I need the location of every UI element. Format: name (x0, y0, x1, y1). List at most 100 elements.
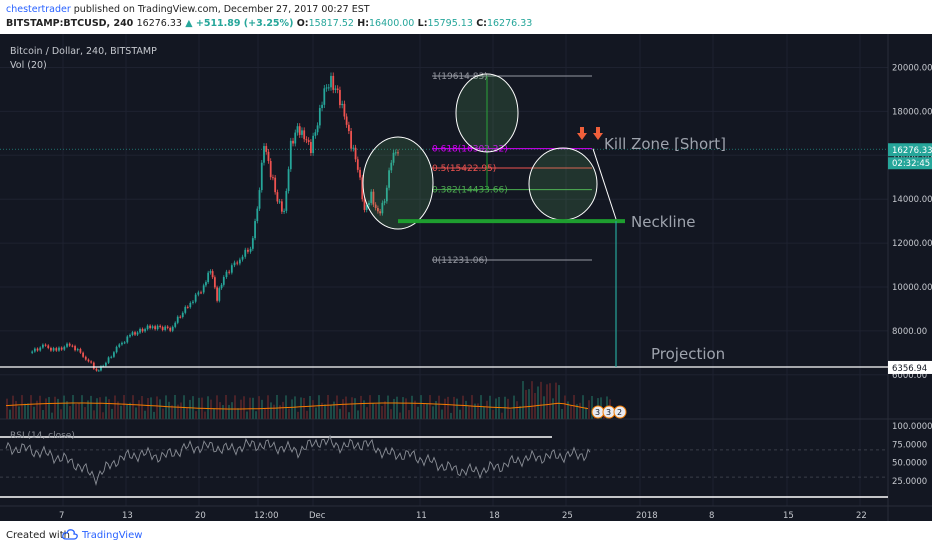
candle-body (363, 199, 366, 210)
volume-bar (273, 404, 275, 419)
candle-body (100, 366, 102, 371)
kill-arrow-shaft (580, 127, 584, 133)
projection-label: Projection (651, 345, 725, 363)
candle-body (107, 357, 110, 363)
y-tick-label: 14000.00 (892, 195, 932, 205)
volume-bar (366, 407, 368, 419)
volume-bar (459, 409, 461, 419)
volume-bar (303, 397, 305, 419)
price-axis: 20000.00 18000.00 16000.00 14000.00 12000.00… (888, 64, 932, 381)
volume-bar (384, 401, 386, 419)
event-badge-label: 3 (606, 408, 611, 417)
volume-bar (111, 408, 113, 419)
volume-bar (75, 403, 77, 419)
volume-bar (582, 395, 584, 419)
volume-bar (87, 400, 89, 419)
candle-body (146, 325, 149, 330)
event-badge-label: 3 (595, 408, 600, 417)
volume-bar (177, 404, 179, 419)
candle-body (97, 370, 100, 372)
projection-price-badge (888, 360, 932, 374)
candle-body (84, 356, 87, 360)
close-label: C: (476, 18, 487, 29)
candle-body (368, 202, 370, 206)
last-price: 16276.33 (136, 18, 182, 29)
candle-body (166, 326, 169, 328)
candle-body (156, 325, 159, 330)
candle-body (31, 351, 34, 353)
volume-bar (180, 402, 182, 419)
kill-arrow-head (593, 133, 603, 140)
author-link[interactable]: chestertrader (6, 4, 71, 15)
volume-bar (162, 408, 164, 419)
volume-bar (42, 409, 44, 419)
volume-bar (426, 403, 428, 419)
candle-body (220, 284, 223, 289)
volume-bar (465, 400, 467, 419)
volume-bar (330, 405, 332, 419)
candle-body (36, 348, 39, 351)
volume-bar (138, 400, 140, 419)
candle-body (334, 88, 337, 90)
candle-body (385, 187, 388, 202)
tradingview-link[interactable]: TradingView (82, 530, 143, 541)
candle-body (171, 326, 174, 331)
candle-body (274, 177, 277, 193)
volume-bar (345, 396, 347, 419)
volume-bar (261, 399, 263, 419)
volume-bar (348, 412, 350, 419)
volume-bar (453, 396, 455, 419)
volume-bar (159, 399, 161, 419)
candle-body (211, 271, 214, 278)
candle-body (301, 130, 303, 135)
candle-body (347, 124, 350, 132)
volume-bar (420, 395, 422, 419)
candle-body (216, 287, 218, 301)
kill-zone-label: Kill Zone [Short] (604, 135, 726, 153)
volume-bar (81, 395, 83, 419)
volume-bar (57, 398, 59, 419)
candle-body (272, 177, 274, 179)
candle-body (164, 326, 167, 330)
volume-bar (441, 409, 443, 419)
candle-body (134, 332, 136, 335)
candles (31, 72, 399, 372)
candle-body (390, 162, 393, 171)
chart-header: chestertrader published on TradingView.c… (0, 0, 932, 34)
footer: Created with TradingView (0, 521, 932, 550)
x-tick-label: 25 (562, 511, 573, 521)
candle-body (269, 160, 272, 178)
volume-bar (291, 399, 293, 419)
candle-body (305, 139, 308, 141)
x-tick-label: 12:00 (254, 511, 279, 521)
volume-bar (99, 397, 101, 419)
kill-arrow-head (577, 133, 587, 140)
volume-bar (321, 402, 323, 419)
volume-bar (105, 396, 107, 419)
volume-bar (390, 409, 392, 419)
volume-bar (213, 408, 215, 419)
volume-bar (96, 398, 98, 419)
volume-bar (117, 401, 119, 419)
volume-bar (495, 398, 497, 419)
volume-bar (51, 412, 53, 419)
candle-body (397, 152, 399, 154)
candle-body (115, 346, 118, 353)
volume-bar (123, 395, 125, 419)
volume-bar (267, 395, 269, 419)
volume-bar (66, 401, 68, 419)
volume-bar (12, 395, 14, 419)
volume-bar (549, 383, 551, 419)
volume-bar (414, 400, 416, 419)
volume-bar (264, 407, 266, 419)
volume-bar (15, 400, 17, 419)
volume-bar (528, 389, 530, 419)
volume-bar (69, 406, 71, 419)
candle-body (374, 204, 377, 209)
candle-body (60, 347, 63, 350)
candle-body (174, 322, 177, 327)
candle-body (356, 159, 359, 170)
candle-body (52, 348, 55, 351)
